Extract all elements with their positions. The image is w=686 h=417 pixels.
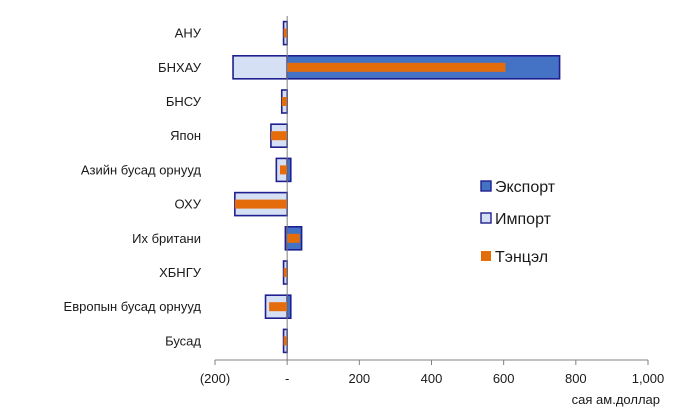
x-tick-label: 200 (348, 371, 370, 386)
x-tick-label: 400 (421, 371, 443, 386)
category-label: ОХУ (175, 197, 202, 212)
category-label: БНСУ (166, 94, 202, 109)
balance-bar (283, 28, 288, 38)
legend-label: Импорт (495, 211, 552, 228)
legend-item-balance: Тэнцэл (481, 249, 548, 266)
legend-label: Экспорт (495, 179, 556, 196)
category-label: АНУ (175, 26, 202, 41)
axis-layer (214, 16, 649, 365)
balance-bar (283, 336, 288, 346)
balance-bar (283, 268, 288, 277)
legend-swatch (480, 180, 492, 192)
x-tick-label: (200) (200, 371, 230, 386)
x-tick-label: 800 (565, 371, 587, 386)
tick-labels: (200) - 200 400 600 800 1,000 (200, 371, 664, 386)
category-label: Их британи (132, 231, 201, 246)
balance-bar (287, 62, 506, 72)
x-tick-label: - (285, 371, 289, 386)
category-label: Азийн бусад орнууд (81, 162, 202, 177)
export-bar (286, 157, 292, 183)
unit-label: сая ам.доллар (572, 392, 660, 407)
balance-bar (279, 165, 288, 175)
export-bar (286, 294, 292, 320)
import-bar (232, 54, 288, 80)
category-label: Европын бусад орнууд (64, 299, 202, 314)
legend-swatch (480, 212, 492, 224)
x-tick-label: 1,000 (632, 371, 665, 386)
legend-item-import: Импорт (480, 211, 552, 228)
balance-bar (270, 131, 288, 141)
balance-bar (287, 233, 300, 243)
category-labels: АНУ БНХАУ БНСУ Япон Азийн бусад орнууд ОХУ Их … (64, 26, 202, 349)
category-label: Япон (170, 128, 201, 143)
legend: Экспорт Импорт Тэнцэл (480, 179, 556, 266)
legend-label: Тэнцэл (495, 249, 548, 266)
balance-bar (281, 97, 288, 106)
legend-swatch (481, 251, 491, 261)
category-label: ХБНГУ (159, 265, 202, 280)
category-label: Бусад (165, 333, 201, 348)
category-label: БНХАУ (158, 60, 202, 75)
balance-bar (234, 199, 288, 209)
x-tick-label: 600 (493, 371, 515, 386)
legend-item-export: Экспорт (480, 179, 556, 196)
balance-bar (269, 302, 288, 312)
